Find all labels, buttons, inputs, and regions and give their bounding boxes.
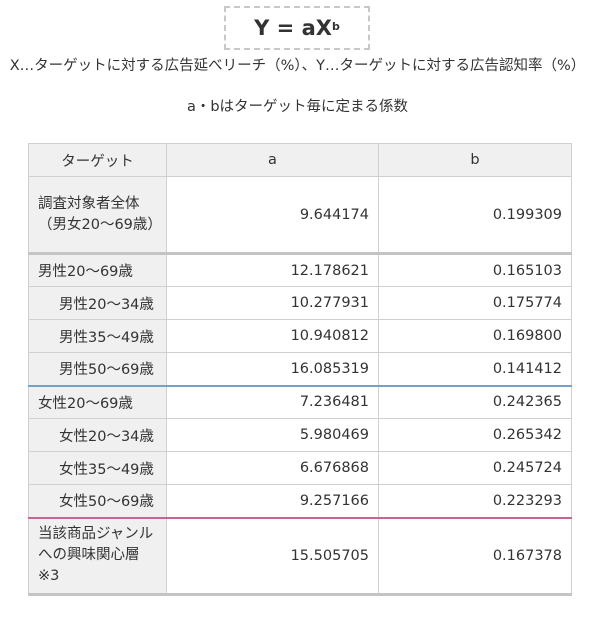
row-label: 女性50～69歳 bbox=[28, 484, 167, 518]
row-value-b: 0.175774 bbox=[378, 286, 572, 320]
table-row: 女性20～69歳 7.236481 0.242365 bbox=[28, 384, 572, 419]
table-row: 女性50～69歳 9.257166 0.223293 bbox=[28, 484, 572, 518]
row-value-a: 6.676868 bbox=[166, 451, 379, 485]
row-value-b: 0.199309 bbox=[378, 176, 572, 254]
row-label: 当該商品ジャンルへの興味関心層※3 bbox=[28, 516, 167, 596]
table-header-row: ターゲット a b bbox=[28, 143, 572, 177]
formula-text: Y = aX bbox=[254, 16, 332, 40]
row-value-b: 0.245724 bbox=[378, 451, 572, 485]
table-row: 男性20～69歳 12.178621 0.165103 bbox=[28, 252, 572, 287]
row-value-a: 10.940812 bbox=[166, 319, 379, 353]
row-label: 調査対象者全体（男女20～69歳） bbox=[28, 176, 167, 254]
row-value-a: 15.505705 bbox=[166, 516, 379, 596]
row-value-b: 0.223293 bbox=[378, 484, 572, 518]
table-row: 調査対象者全体（男女20～69歳） 9.644174 0.199309 bbox=[28, 176, 572, 254]
table-row: 当該商品ジャンルへの興味関心層※3 15.505705 0.167378 bbox=[28, 516, 572, 596]
row-value-a: 16.085319 bbox=[166, 352, 379, 386]
row-value-b: 0.169800 bbox=[378, 319, 572, 353]
row-value-a: 9.644174 bbox=[166, 176, 379, 254]
row-value-b: 0.242365 bbox=[378, 384, 572, 419]
row-label: 男性50～69歳 bbox=[28, 352, 167, 386]
row-value-b: 0.167378 bbox=[378, 516, 572, 596]
row-value-b: 0.265342 bbox=[378, 418, 572, 452]
formula-coefficient-description: a・bはターゲット毎に定まる係数 bbox=[186, 99, 409, 115]
formula-box: Y = aX b bbox=[224, 6, 370, 50]
row-label: 男性20～34歳 bbox=[28, 286, 167, 320]
header-a: a bbox=[166, 143, 379, 177]
row-value-a: 7.236481 bbox=[166, 384, 379, 419]
table-row: 女性35～49歳 6.676868 0.245724 bbox=[28, 451, 572, 485]
row-value-a: 5.980469 bbox=[166, 418, 379, 452]
header-b: b bbox=[378, 143, 572, 177]
table-row: 男性20～34歳 10.277931 0.175774 bbox=[28, 286, 572, 320]
row-label: 男性35～49歳 bbox=[28, 319, 167, 353]
header-target: ターゲット bbox=[28, 143, 167, 177]
formula-exponent: b bbox=[331, 19, 340, 33]
row-label: 女性20～34歳 bbox=[28, 418, 167, 452]
row-value-a: 12.178621 bbox=[166, 252, 379, 287]
row-value-a: 10.277931 bbox=[166, 286, 379, 320]
table-row: 男性35～49歳 10.940812 0.169800 bbox=[28, 319, 572, 353]
row-value-b: 0.141412 bbox=[378, 352, 572, 386]
row-value-b: 0.165103 bbox=[378, 252, 572, 287]
row-label: 女性20～69歳 bbox=[28, 384, 167, 419]
row-label: 男性20～69歳 bbox=[28, 252, 167, 287]
table-row: 女性20～34歳 5.980469 0.265342 bbox=[28, 418, 572, 452]
coefficient-table: ターゲット a b 調査対象者全体（男女20～69歳） 9.644174 0.1… bbox=[28, 143, 572, 596]
row-label: 女性35～49歳 bbox=[28, 451, 167, 485]
row-value-a: 9.257166 bbox=[166, 484, 379, 518]
table-row: 男性50～69歳 16.085319 0.141412 bbox=[28, 352, 572, 386]
formula-variable-description: X…ターゲットに対する広告延べリーチ（%）、Y…ターゲットに対する広告認知率（%… bbox=[9, 58, 586, 74]
